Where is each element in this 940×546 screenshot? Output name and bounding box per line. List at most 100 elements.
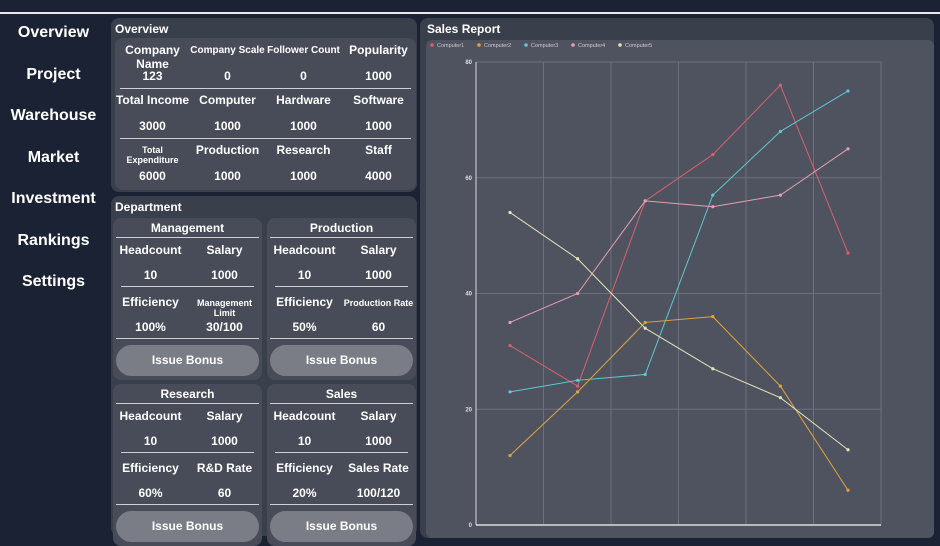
overview-value: 0 bbox=[300, 69, 307, 83]
salary-value: 1000 bbox=[365, 268, 392, 282]
overview-label: Research bbox=[276, 143, 331, 157]
legend-label: Computer4 bbox=[578, 43, 605, 49]
overview-grid: Company Name 123 Company Scale 0 Follower Co… bbox=[115, 38, 416, 190]
sidebar: Overview Project Warehouse Market Invest… bbox=[0, 14, 107, 529]
headcount-value: 10 bbox=[297, 434, 312, 448]
dept-card-production: Production Headcount Salary 10 1000 Effi… bbox=[267, 218, 416, 380]
data-point bbox=[846, 488, 850, 492]
divider bbox=[121, 452, 254, 453]
chart-title: Sales Report bbox=[427, 22, 501, 36]
issue-bonus-button[interactable]: Issue Bonus bbox=[116, 345, 259, 376]
nav-project[interactable]: Project bbox=[26, 66, 81, 83]
plot-background bbox=[426, 40, 934, 538]
overview-label: Popularity bbox=[349, 43, 408, 57]
metric-label: R&D Rate bbox=[196, 461, 253, 475]
overview-value: 1000 bbox=[214, 119, 241, 133]
dept-name: Production bbox=[309, 221, 374, 235]
data-point bbox=[576, 291, 580, 296]
overview-value: 0 bbox=[224, 69, 231, 83]
data-point bbox=[778, 129, 782, 134]
divider bbox=[275, 452, 408, 453]
data-point bbox=[508, 390, 512, 394]
overview-label: Company Name bbox=[125, 43, 180, 71]
data-point bbox=[711, 205, 715, 209]
metric-value: 60 bbox=[371, 320, 386, 334]
legend-label: Computer5 bbox=[625, 43, 652, 49]
overview-label: Company Scale bbox=[190, 45, 265, 56]
metric-label: Production Rate bbox=[343, 298, 414, 308]
divider bbox=[270, 403, 413, 404]
issue-bonus-button[interactable]: Issue Bonus bbox=[270, 511, 413, 542]
headcount-label: Headcount bbox=[273, 409, 336, 423]
salary-label: Salary bbox=[206, 243, 243, 257]
data-point bbox=[846, 89, 850, 93]
data-point bbox=[508, 320, 512, 325]
headcount-value: 10 bbox=[143, 268, 158, 282]
nav-rankings[interactable]: Rankings bbox=[17, 232, 90, 249]
sales-report-panel: Sales Report 0 20 40 60 80 Computer1 Computer2… bbox=[420, 18, 934, 538]
data-point bbox=[711, 367, 715, 371]
overview-label: Computer bbox=[199, 93, 256, 107]
nav-overview[interactable]: Overview bbox=[17, 24, 90, 41]
overview-panel: Overview Company Name 123 Company Scale 0 Fo… bbox=[111, 18, 417, 192]
data-point bbox=[576, 257, 580, 261]
department-title: Department bbox=[115, 200, 182, 214]
data-point bbox=[643, 326, 647, 330]
divider bbox=[120, 138, 411, 139]
overview-title: Overview bbox=[115, 22, 169, 36]
metric-value: 60 bbox=[217, 486, 232, 500]
salary-value: 1000 bbox=[365, 434, 392, 448]
legend-label: Computer2 bbox=[484, 43, 511, 49]
y-tick-label: 0 bbox=[469, 523, 473, 529]
data-point bbox=[643, 199, 647, 203]
series-line-computer2 bbox=[509, 316, 849, 491]
issue-bonus-button[interactable]: Issue Bonus bbox=[270, 345, 413, 376]
dept-name: Research bbox=[160, 387, 215, 401]
overview-value: 1000 bbox=[365, 69, 392, 83]
series-line-computer4 bbox=[509, 148, 849, 323]
efficiency-value: 50% bbox=[292, 320, 317, 334]
divider bbox=[116, 338, 259, 339]
data-point bbox=[778, 396, 782, 400]
salary-value: 1000 bbox=[211, 434, 238, 448]
divider bbox=[121, 286, 254, 287]
overview-value: 4000 bbox=[365, 169, 392, 183]
legend-marker bbox=[571, 43, 575, 47]
data-point bbox=[711, 193, 715, 197]
data-point bbox=[508, 453, 512, 458]
overview-value: 6000 bbox=[139, 169, 166, 183]
nav-warehouse[interactable]: Warehouse bbox=[10, 107, 97, 124]
nav-market[interactable]: Market bbox=[27, 149, 80, 166]
nav-settings[interactable]: Settings bbox=[21, 273, 86, 290]
headcount-label: Headcount bbox=[119, 243, 182, 257]
efficiency-value: 100% bbox=[135, 320, 166, 334]
data-point bbox=[846, 251, 850, 255]
data-point bbox=[711, 315, 715, 319]
dept-card-sales: Sales Headcount Salary 10 1000 Efficienc… bbox=[267, 384, 416, 546]
data-point bbox=[508, 343, 512, 348]
data-point bbox=[846, 448, 850, 452]
data-point bbox=[643, 372, 647, 377]
series-line-computer1 bbox=[509, 84, 849, 387]
overview-label: Total Income bbox=[115, 93, 190, 107]
overview-label: Staff bbox=[365, 143, 392, 157]
divider bbox=[116, 403, 259, 404]
legend-marker bbox=[524, 43, 528, 47]
divider bbox=[275, 286, 408, 287]
issue-bonus-button[interactable]: Issue Bonus bbox=[116, 511, 259, 542]
nav-investment[interactable]: Investment bbox=[11, 190, 96, 207]
metric-label: Management Limit bbox=[196, 298, 252, 318]
salary-label: Salary bbox=[360, 409, 397, 423]
data-point bbox=[643, 320, 647, 325]
overview-label: Production bbox=[195, 143, 260, 157]
dept-card-management: Management Headcount Salary 10 1000 Effi… bbox=[113, 218, 262, 380]
efficiency-label: Efficiency bbox=[276, 461, 333, 475]
data-point bbox=[711, 153, 715, 157]
divider bbox=[270, 504, 413, 505]
legend-marker bbox=[477, 43, 481, 47]
overview-label: Hardware bbox=[276, 93, 331, 107]
overview-value: 123 bbox=[142, 69, 163, 83]
overview-label: Total Expenditure bbox=[126, 145, 179, 165]
department-panel: Department Management Headcount Salary 1… bbox=[111, 196, 417, 546]
dept-name: Management bbox=[150, 221, 225, 235]
